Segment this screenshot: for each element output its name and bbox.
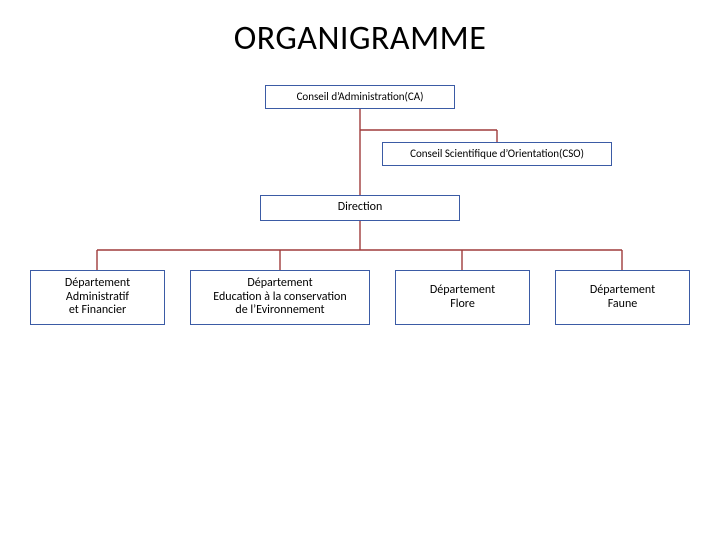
node-dept-admin-financier-label: DépartementAdministratifet Financier bbox=[35, 277, 160, 318]
chart-title: ORGANIGRAMME bbox=[0, 18, 720, 59]
node-direction-label: Direction bbox=[265, 201, 455, 215]
chart-title-text: ORGANIGRAMME bbox=[234, 18, 487, 59]
org-chart-canvas: ORGANIGRAMME Conseil d’Administration(CA… bbox=[0, 0, 720, 540]
node-direction: Direction bbox=[260, 195, 460, 221]
node-ca: Conseil d’Administration(CA) bbox=[265, 85, 455, 109]
node-ca-label: Conseil d’Administration(CA) bbox=[270, 91, 450, 104]
node-dept-education-label: DépartementEducation à la conservationde… bbox=[195, 277, 365, 318]
node-dept-faune: DépartementFaune bbox=[555, 270, 690, 325]
node-cso: Conseil Scientifique d’Orientation(CSO) bbox=[382, 142, 612, 166]
node-dept-admin-financier: DépartementAdministratifet Financier bbox=[30, 270, 165, 325]
node-dept-flore-label: DépartementFlore bbox=[400, 284, 525, 312]
node-dept-flore: DépartementFlore bbox=[395, 270, 530, 325]
node-dept-education: DépartementEducation à la conservationde… bbox=[190, 270, 370, 325]
node-dept-faune-label: DépartementFaune bbox=[560, 284, 685, 312]
node-cso-label: Conseil Scientifique d’Orientation(CSO) bbox=[387, 148, 607, 161]
